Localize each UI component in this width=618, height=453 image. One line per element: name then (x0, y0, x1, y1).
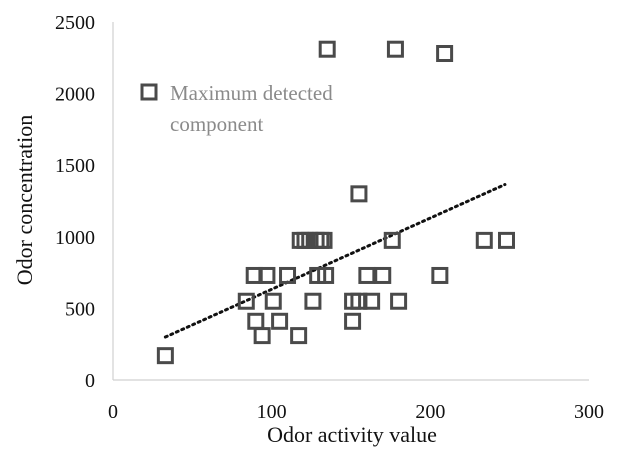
data-point (290, 327, 308, 345)
y-tick-label: 500 (65, 298, 95, 320)
data-point (264, 292, 282, 310)
data-points (156, 40, 515, 365)
x-tick-label: 200 (415, 401, 445, 423)
x-tick-label: 100 (257, 401, 287, 423)
y-tick-label: 0 (85, 370, 95, 392)
data-point (475, 231, 493, 249)
data-point (253, 327, 271, 345)
legend-label-line2: component (170, 112, 263, 136)
data-point (304, 292, 322, 310)
trendline (163, 183, 507, 339)
data-point (344, 312, 362, 330)
legend-label-line1: Maximum detected (170, 81, 333, 105)
data-point (436, 45, 454, 63)
data-point (431, 266, 449, 284)
data-point (386, 40, 404, 58)
data-point (383, 231, 401, 249)
data-point (390, 292, 408, 310)
data-point (291, 231, 309, 249)
data-point (315, 231, 333, 249)
legend-marker (140, 83, 158, 101)
data-point (317, 266, 335, 284)
y-tick-label: 1000 (55, 227, 95, 249)
data-point (258, 266, 276, 284)
y-tick-label: 2500 (55, 12, 95, 34)
y-axis-title: Odor concentration (12, 115, 37, 285)
data-point (237, 292, 255, 310)
data-point (279, 266, 297, 284)
legend: Maximum detected component (140, 81, 333, 136)
y-tick-label: 1500 (55, 155, 95, 177)
x-tick-label: 300 (574, 401, 604, 423)
axes: 0 500 1000 1500 2000 2500 0 100 200 300 (55, 12, 604, 423)
data-point (156, 347, 174, 365)
x-axis-title: Odor activity value (267, 422, 437, 447)
data-point (358, 266, 376, 284)
data-point (363, 292, 381, 310)
data-point (271, 312, 289, 330)
data-point (247, 312, 265, 330)
data-point (350, 185, 368, 203)
trendline-layer (163, 183, 507, 339)
y-tick-label: 2000 (55, 84, 95, 106)
data-point (497, 231, 515, 249)
x-tick-label: 0 (108, 401, 118, 423)
data-point (318, 40, 336, 58)
data-point (374, 266, 392, 284)
